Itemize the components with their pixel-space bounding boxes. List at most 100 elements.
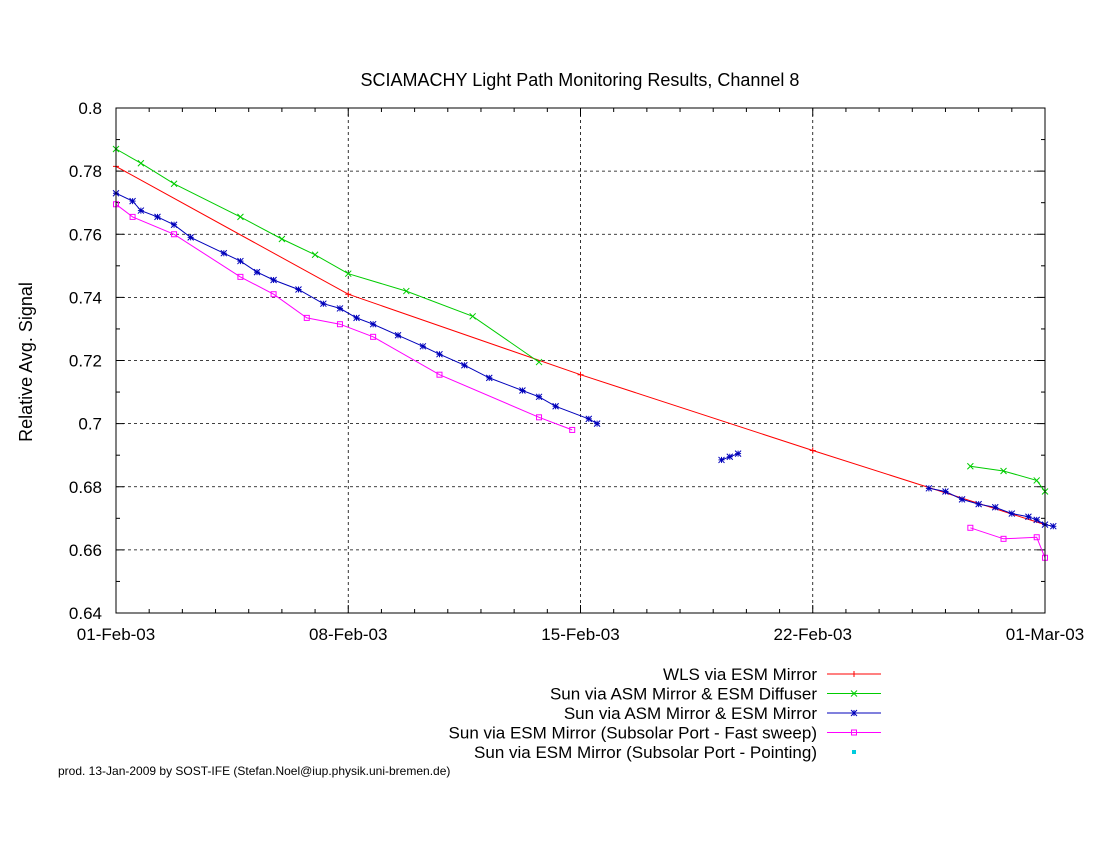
square-marker	[569, 426, 576, 433]
y-tick-labels: 0.64 0.66 0.68 0.7 0.72 0.74 0.76 0.78 0.8	[69, 99, 102, 623]
x-marker	[535, 358, 543, 366]
legend-label: Sun via ESM Mirror (Subsolar Port - Poin…	[474, 743, 817, 762]
star-marker	[461, 361, 468, 369]
y-axis-label: Relative Avg. Signal	[16, 282, 36, 442]
x-marker	[966, 462, 974, 470]
series-line	[928, 487, 1054, 527]
x-marker	[1000, 467, 1007, 475]
axis-ticks	[115, 107, 1046, 614]
x-tick-label: 08-Feb-03	[309, 625, 387, 644]
star-marker	[593, 420, 601, 427]
star-marker	[137, 207, 145, 214]
series-line	[115, 203, 573, 431]
star-marker	[1033, 516, 1041, 524]
square-marker	[536, 414, 543, 421]
star-marker	[253, 268, 261, 276]
y-tick-label: 0.7	[78, 415, 102, 434]
star-marker	[336, 305, 344, 312]
star-marker	[1049, 522, 1057, 530]
series-line	[115, 192, 598, 425]
plus-marker	[345, 291, 352, 298]
star-marker	[1008, 510, 1016, 517]
square-marker	[436, 371, 443, 378]
x-marker	[278, 235, 286, 243]
star-marker	[170, 221, 178, 229]
square-marker	[336, 321, 343, 328]
square-marker	[967, 524, 974, 531]
x-tick-labels: 01-Feb-03 08-Feb-03 15-Feb-03 22-Feb-03 01-M…	[77, 625, 1084, 644]
y-tick-label: 0.68	[69, 478, 102, 497]
x-marker	[170, 180, 178, 188]
y-tick-label: 0.64	[69, 604, 102, 623]
star-marker	[850, 709, 858, 717]
legend-label: Sun via ESM Mirror (Subsolar Port - Fast…	[449, 724, 817, 743]
star-marker	[436, 350, 443, 358]
square-marker	[270, 291, 277, 298]
legend-label: WLS via ESM Mirror	[663, 665, 817, 684]
footer-credit: prod. 13-Jan-2009 by SOST-IFE (Stefan.No…	[58, 764, 450, 778]
chart-title: SCIAMACHY Light Path Monitoring Results,…	[361, 70, 800, 90]
y-tick-label: 0.76	[69, 225, 102, 244]
star-marker	[419, 342, 427, 350]
star-marker	[1025, 513, 1032, 521]
square-marker	[851, 729, 857, 736]
star-marker	[237, 257, 244, 265]
y-tick-label: 0.72	[69, 352, 102, 371]
x-marker	[137, 159, 145, 167]
legend-label: Sun via ASM Mirror & ESM Diffuser	[550, 685, 817, 704]
y-tick-label: 0.74	[69, 288, 102, 307]
plus-marker	[851, 671, 857, 677]
x-tick-label: 01-Feb-03	[77, 625, 155, 644]
star-marker	[187, 234, 195, 241]
star-marker	[942, 488, 949, 495]
square-marker	[1033, 534, 1040, 541]
square-marker	[303, 314, 310, 321]
star-marker	[958, 496, 966, 503]
x-marker	[344, 270, 352, 278]
square-marker	[1000, 535, 1007, 542]
series-3	[112, 189, 1057, 530]
x-marker	[850, 690, 858, 697]
plus-marker	[577, 371, 584, 378]
x-tick-label: 01-Mar-03	[1006, 625, 1084, 644]
plus-marker	[809, 447, 816, 454]
star-marker	[270, 276, 277, 284]
star-marker	[991, 503, 999, 511]
square-marker	[237, 273, 244, 280]
star-marker	[353, 314, 360, 322]
y-tick-label: 0.78	[69, 162, 102, 181]
series-line	[970, 465, 1046, 492]
grid	[116, 108, 1045, 613]
star-marker	[394, 331, 402, 339]
series-2	[112, 145, 1049, 495]
plot-frame	[115, 107, 1046, 614]
x-marker	[1033, 477, 1041, 484]
star-marker	[295, 286, 302, 293]
star-marker	[154, 213, 161, 221]
star-marker	[320, 300, 327, 308]
legend-label: Sun via ASM Mirror & ESM Mirror	[564, 704, 817, 723]
star-marker	[975, 500, 982, 508]
star-marker	[734, 450, 742, 457]
star-marker	[552, 402, 559, 410]
series-layer	[112, 145, 1057, 561]
x-marker	[402, 287, 410, 295]
x-marker	[237, 213, 244, 221]
star-marker	[535, 393, 543, 401]
y-tick-label: 0.8	[78, 99, 102, 118]
star-marker	[726, 453, 734, 461]
star-marker	[369, 320, 377, 328]
star-marker	[718, 456, 725, 464]
series-line	[115, 148, 540, 363]
star-marker	[129, 197, 136, 205]
x-marker	[469, 312, 477, 320]
x-tick-label: 15-Feb-03	[541, 625, 619, 644]
square-marker	[171, 231, 178, 238]
x-tick-label: 22-Feb-03	[774, 625, 852, 644]
square-marker	[370, 333, 377, 340]
filled-square-marker	[852, 750, 856, 754]
star-marker	[485, 374, 493, 382]
star-marker	[519, 387, 526, 394]
